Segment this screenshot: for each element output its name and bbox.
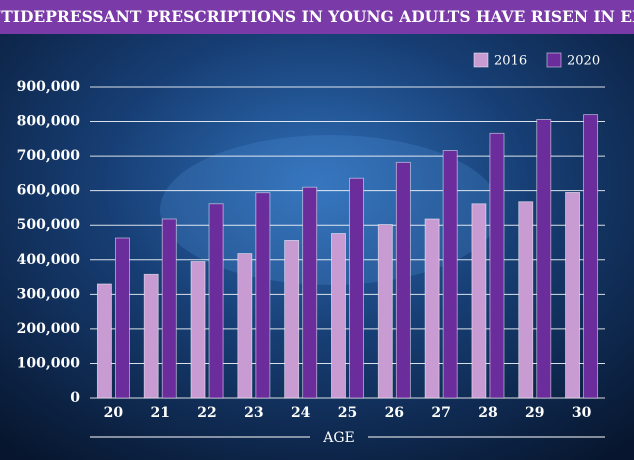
bar xyxy=(536,119,552,399)
y-tick-label: 900,000 xyxy=(17,79,81,95)
x-tick-label: 27 xyxy=(431,405,450,421)
y-tick-label: 300,000 xyxy=(17,286,81,302)
x-tick-label: 21 xyxy=(150,405,169,421)
legend-swatch xyxy=(546,52,562,68)
y-tick-label: 0 xyxy=(70,390,80,406)
y-tick-label: 500,000 xyxy=(17,217,81,233)
bar xyxy=(208,203,224,399)
x-tick-label: 23 xyxy=(244,405,263,421)
legend-swatch xyxy=(473,52,489,68)
title-bar xyxy=(0,0,634,34)
y-tick-label: 800,000 xyxy=(17,114,81,130)
x-tick-label: 25 xyxy=(338,405,357,421)
bar xyxy=(190,261,206,399)
y-tick-label: 700,000 xyxy=(17,148,81,164)
legend-label: 2020 xyxy=(567,54,600,69)
bar xyxy=(424,218,440,399)
y-tick-label: 100,000 xyxy=(17,355,81,371)
x-tick-label: 28 xyxy=(478,405,497,421)
x-tick-label: 30 xyxy=(572,405,592,421)
bar xyxy=(161,218,177,399)
bar xyxy=(395,161,411,399)
y-tick-label: 600,000 xyxy=(17,183,81,199)
bar xyxy=(115,237,130,399)
x-axis-label: AGE xyxy=(322,430,355,446)
chart-title: HOW ANTIDEPRESSANT PRESCRIPTIONS IN YOUN… xyxy=(0,7,634,26)
x-tick-label: 26 xyxy=(385,405,404,421)
bar xyxy=(489,132,505,399)
bar xyxy=(302,186,318,399)
bar xyxy=(583,114,599,399)
bar xyxy=(349,177,364,399)
x-tick-label: 24 xyxy=(291,405,311,421)
x-tick-label: 22 xyxy=(197,405,216,421)
bar xyxy=(237,253,253,399)
bar xyxy=(377,224,393,399)
y-tick-label: 400,000 xyxy=(17,252,81,268)
bar xyxy=(565,191,580,399)
bar xyxy=(331,233,346,399)
bar xyxy=(96,283,112,399)
bar xyxy=(518,201,534,399)
x-tick-label: 29 xyxy=(525,405,544,421)
legend-label: 2016 xyxy=(494,54,527,69)
y-tick-label: 200,000 xyxy=(17,321,81,337)
backdrop-glow xyxy=(160,135,500,285)
bar xyxy=(442,150,458,399)
bar xyxy=(471,203,487,399)
bar xyxy=(255,192,271,399)
bar xyxy=(143,273,159,399)
x-tick-label: 20 xyxy=(104,405,124,421)
bar xyxy=(284,240,300,399)
